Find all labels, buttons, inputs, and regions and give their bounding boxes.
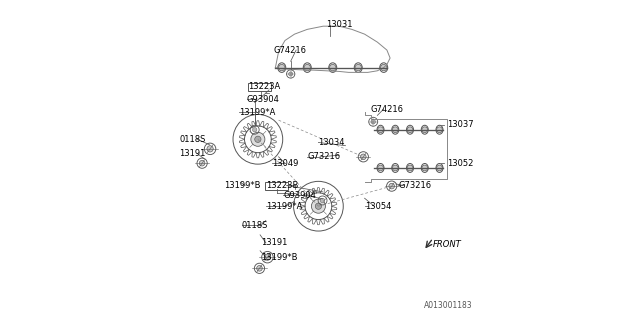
Circle shape bbox=[304, 64, 310, 71]
Text: 0118S: 0118S bbox=[242, 221, 268, 230]
Circle shape bbox=[392, 127, 398, 132]
Text: G93904: G93904 bbox=[284, 190, 316, 200]
Text: A013001183: A013001183 bbox=[424, 301, 473, 310]
Circle shape bbox=[407, 165, 413, 171]
Circle shape bbox=[389, 183, 394, 189]
Text: 0118S: 0118S bbox=[179, 135, 205, 144]
Circle shape bbox=[278, 64, 285, 71]
Text: 13191: 13191 bbox=[261, 238, 287, 247]
Text: 13199*A: 13199*A bbox=[239, 108, 275, 117]
Text: FRONT: FRONT bbox=[433, 240, 462, 249]
Circle shape bbox=[330, 64, 336, 71]
Text: 13049: 13049 bbox=[272, 159, 299, 168]
Circle shape bbox=[289, 72, 292, 76]
Text: 13191: 13191 bbox=[179, 149, 205, 158]
Circle shape bbox=[207, 146, 213, 152]
Circle shape bbox=[436, 127, 442, 132]
Circle shape bbox=[378, 165, 383, 171]
Text: G74216: G74216 bbox=[274, 45, 307, 55]
Circle shape bbox=[312, 199, 325, 213]
Text: 13199*A: 13199*A bbox=[266, 202, 302, 211]
Text: G74216: G74216 bbox=[371, 105, 404, 114]
Circle shape bbox=[355, 64, 362, 71]
Text: 13223A: 13223A bbox=[248, 82, 280, 91]
Text: 13034: 13034 bbox=[319, 138, 345, 147]
Circle shape bbox=[392, 165, 398, 171]
Circle shape bbox=[436, 165, 442, 171]
Circle shape bbox=[255, 136, 261, 142]
Circle shape bbox=[378, 127, 383, 132]
Text: G93904: G93904 bbox=[246, 95, 280, 104]
Text: G73216: G73216 bbox=[398, 181, 431, 190]
Circle shape bbox=[381, 64, 387, 71]
Circle shape bbox=[252, 127, 257, 132]
Circle shape bbox=[320, 198, 324, 203]
Circle shape bbox=[264, 254, 271, 260]
Circle shape bbox=[371, 120, 376, 124]
Circle shape bbox=[422, 165, 428, 171]
Text: 13054: 13054 bbox=[365, 202, 391, 211]
Circle shape bbox=[199, 160, 205, 166]
Text: 13199*B: 13199*B bbox=[261, 253, 298, 262]
Text: G73216: G73216 bbox=[307, 152, 340, 161]
Text: 13037: 13037 bbox=[447, 120, 474, 130]
Circle shape bbox=[257, 266, 262, 271]
Text: 13223B: 13223B bbox=[266, 181, 298, 190]
Text: 13031: 13031 bbox=[326, 20, 352, 29]
Circle shape bbox=[422, 127, 428, 132]
Circle shape bbox=[316, 203, 321, 209]
Circle shape bbox=[407, 127, 413, 132]
Text: 13052: 13052 bbox=[447, 159, 474, 168]
Circle shape bbox=[360, 154, 366, 160]
Text: 13199*B: 13199*B bbox=[225, 181, 261, 190]
Circle shape bbox=[251, 132, 265, 146]
